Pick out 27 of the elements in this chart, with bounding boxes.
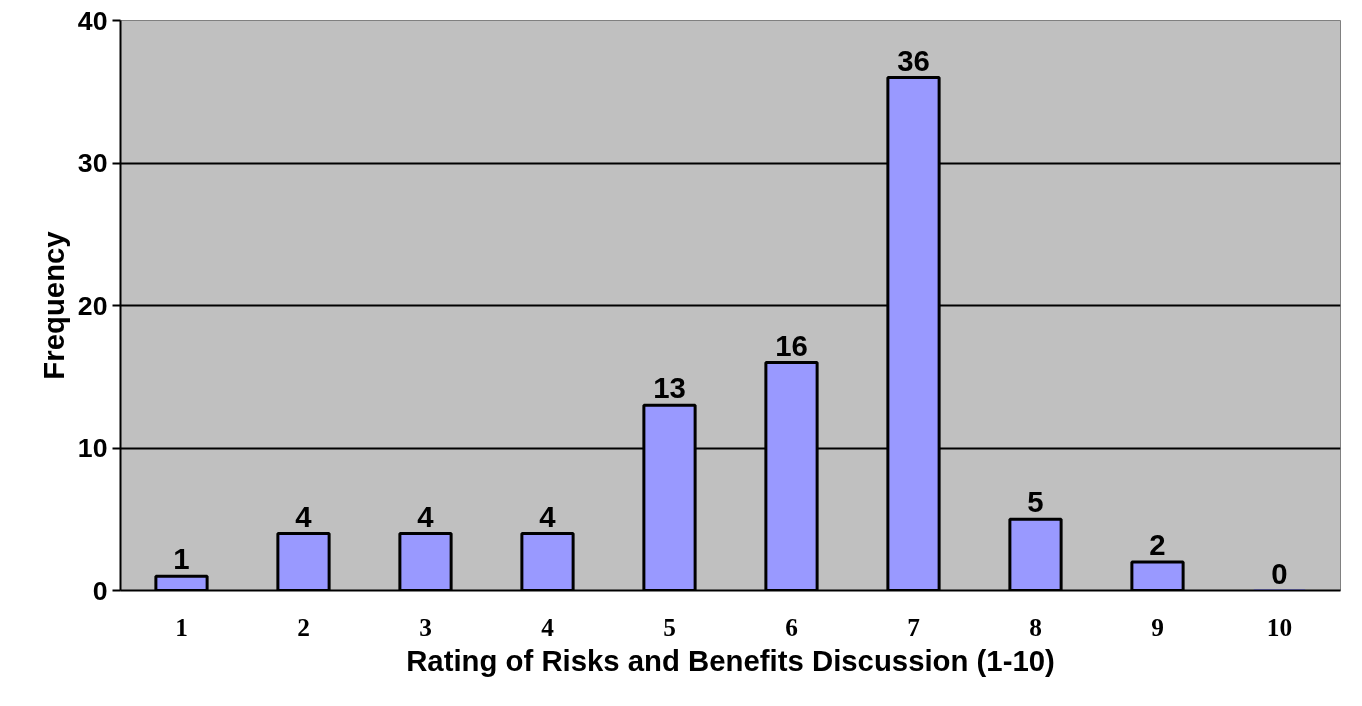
x-tick-label: 8	[1029, 612, 1042, 641]
y-tick-label: 0	[92, 575, 108, 606]
x-tick-label: 9	[1151, 612, 1164, 641]
data-label: 13	[653, 371, 686, 405]
x-tick-label: 10	[1266, 612, 1293, 641]
data-label: 4	[539, 499, 557, 533]
y-tick-label: 10	[77, 433, 108, 463]
x-tick-label: 5	[663, 612, 676, 641]
y-tick-label: 20	[77, 290, 108, 321]
data-label: 4	[417, 499, 435, 533]
x-tick-label: 7	[907, 612, 921, 641]
data-label: 0	[1271, 556, 1288, 590]
x-tick-label: 3	[419, 612, 432, 641]
data-label: 36	[897, 43, 930, 77]
data-label: 4	[295, 499, 313, 533]
data-label: 1	[173, 542, 190, 576]
y-tick-label: 40	[77, 5, 108, 36]
x-tick-label: 2	[297, 612, 310, 641]
x-tick-label: 6	[785, 612, 798, 641]
data-label: 5	[1027, 485, 1044, 519]
data-label: 2	[1149, 528, 1166, 562]
y-axis-title: Frequency	[36, 230, 70, 380]
x-tick-label: 1	[175, 612, 188, 641]
x-axis-title: Rating of Risks and Benefits Discussion (1-10)	[406, 643, 1055, 677]
x-tick-label: 4	[541, 612, 555, 641]
y-tick-label: 30	[77, 148, 108, 178]
data-label: 16	[775, 328, 808, 362]
